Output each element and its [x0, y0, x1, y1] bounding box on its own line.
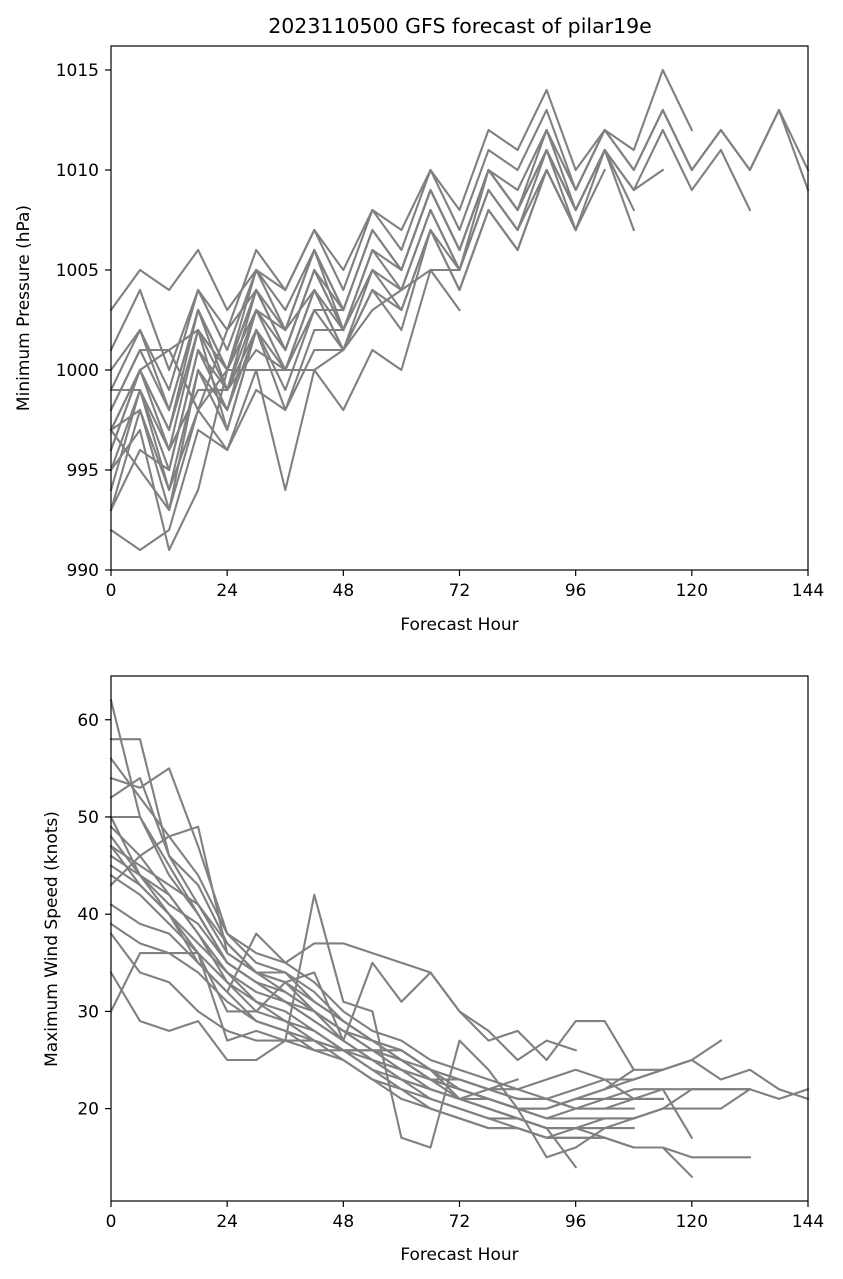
pressure-x-tick-label: 48: [333, 581, 355, 601]
wind-x-tick-label: 72: [449, 1212, 471, 1232]
wind-x-tick-label: 24: [216, 1212, 238, 1232]
pressure-x-tick-label: 96: [565, 581, 587, 601]
pressure-series-line-11: [109, 268, 461, 552]
wind-plot-frame: [110, 675, 809, 1202]
pressure-y-tick-label: 1015: [56, 61, 99, 81]
wind-chart: 0 24 48 72 96 120 144 20 30 40 50 60 Forecast Hour…: [42, 675, 824, 1265]
pressure-series-lines: [109, 68, 810, 552]
pressure-y-ticks: 990 995 1000 1005 1010 1015: [56, 61, 111, 581]
wind-y-ticks: 20 30 40 50 60: [77, 711, 111, 1120]
pressure-chart: 2023110500 GFS forecast of pilar19e 0 24 4…: [14, 14, 824, 635]
pressure-x-tick-label: 144: [792, 581, 824, 601]
pressure-plot-frame: [110, 45, 809, 571]
pressure-x-ticks: 0 24 48 72 96 120 144: [106, 570, 824, 601]
wind-x-tick-label: 96: [565, 1212, 587, 1232]
chart-title: 2023110500 GFS forecast of pilar19e: [268, 14, 652, 38]
pressure-x-tick-label: 24: [216, 581, 238, 601]
wind-y-tick-label: 60: [77, 711, 99, 731]
wind-x-tick-label: 48: [333, 1212, 355, 1232]
pressure-y-tick-label: 1005: [56, 261, 99, 281]
wind-x-tick-label: 144: [792, 1212, 824, 1232]
pressure-y-tick-label: 1000: [56, 361, 99, 381]
wind-x-ticks: 0 24 48 72 96 120 144: [106, 1201, 824, 1232]
pressure-series-line-18: [109, 328, 258, 512]
pressure-series-line-13: [109, 348, 345, 512]
wind-series-line-15: [109, 922, 664, 1100]
pressure-y-tick-label: 1010: [56, 161, 99, 181]
pressure-y-tick-label: 995: [67, 461, 99, 481]
wind-y-tick-label: 30: [77, 1002, 99, 1022]
wind-x-tick-label: 0: [106, 1212, 117, 1232]
pressure-x-tick-label: 0: [106, 581, 117, 601]
pressure-y-axis-label: Minimum Pressure (hPa): [14, 205, 34, 411]
wind-x-axis-label: Forecast Hour: [400, 1245, 518, 1265]
wind-series-line-20: [109, 844, 578, 1062]
pressure-series-line-15: [109, 288, 345, 412]
wind-series-line-19: [109, 815, 664, 1071]
wind-y-tick-label: 40: [77, 905, 99, 925]
wind-y-tick-label: 20: [77, 1100, 99, 1120]
wind-y-tick-label: 50: [77, 808, 99, 828]
pressure-y-tick-label: 990: [67, 561, 99, 581]
pressure-series-line-17: [109, 328, 345, 432]
wind-series-line-14: [109, 903, 606, 1139]
pressure-series-line-1: [109, 68, 694, 312]
pressure-series-line-19: [109, 288, 258, 492]
wind-y-axis-label: Maximum Wind Speed (knots): [42, 811, 62, 1067]
wind-series-lines: [109, 699, 810, 1179]
pressure-x-axis-label: Forecast Hour: [400, 615, 518, 635]
wind-x-tick-label: 120: [676, 1212, 708, 1232]
pressure-x-tick-label: 72: [449, 581, 471, 601]
pressure-x-tick-label: 120: [676, 581, 708, 601]
wind-series-line-17: [109, 971, 519, 1100]
wind-series-line-7: [109, 825, 636, 1110]
